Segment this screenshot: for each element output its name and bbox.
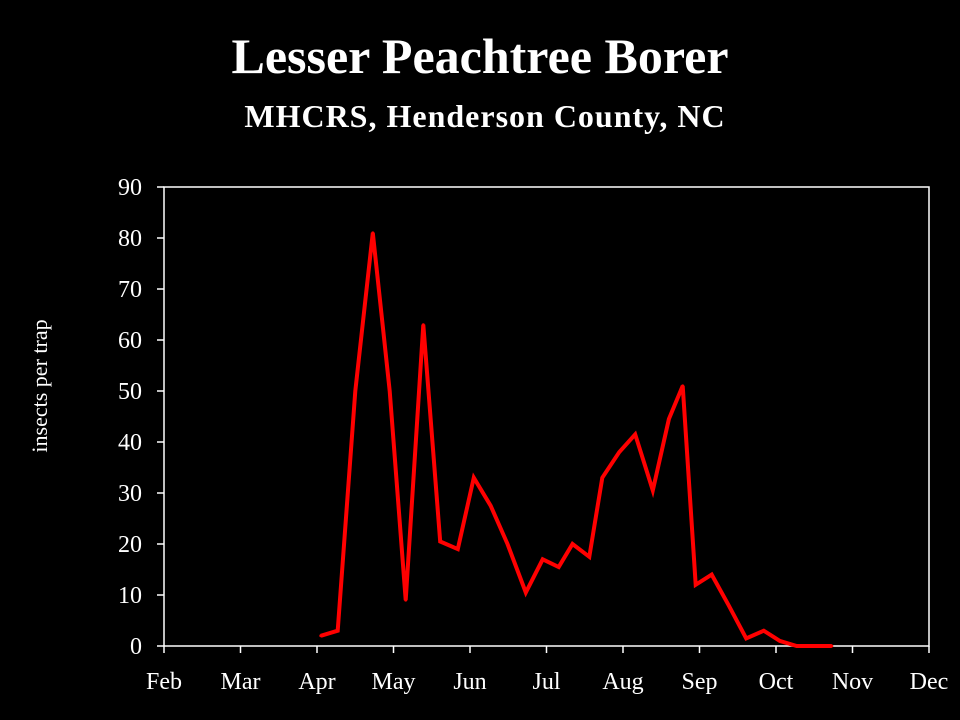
- x-tick-label: Dec: [910, 669, 949, 695]
- data-point: [830, 644, 834, 648]
- y-tick-label: 60: [118, 328, 142, 354]
- y-tick-label: 20: [118, 532, 142, 558]
- y-tick-label: 70: [118, 277, 142, 303]
- data-point: [388, 389, 392, 393]
- data-point: [795, 644, 799, 648]
- data-point: [353, 389, 357, 393]
- data-point: [812, 644, 816, 648]
- data-point: [727, 603, 731, 607]
- y-tick-label: 30: [118, 481, 142, 507]
- y-tick-label: 80: [118, 226, 142, 252]
- data-point: [762, 629, 766, 633]
- data-point: [571, 542, 574, 546]
- data-point: [421, 323, 425, 327]
- data-point: [336, 629, 340, 633]
- y-tick-label: 50: [118, 379, 142, 405]
- data-point: [438, 540, 442, 543]
- y-tick-label: 90: [118, 175, 142, 201]
- plot-area-frame: [163, 186, 930, 647]
- data-point: [617, 450, 621, 454]
- data-point: [744, 636, 748, 640]
- data-point: [600, 476, 604, 480]
- chart-title: Lesser Peachtree Borer: [231, 28, 729, 84]
- data-point: [371, 231, 375, 235]
- data-point: [472, 476, 476, 480]
- x-tick-label: Apr: [298, 669, 335, 695]
- x-tick-label: Jun: [453, 669, 486, 695]
- y-axis: 0 10 20 30 40 50 60 70 80 90: [118, 175, 164, 660]
- data-point: [489, 504, 493, 508]
- x-tick-label: Feb: [146, 669, 182, 695]
- chart-subtitle: MHCRS, Henderson County, NC: [244, 98, 726, 134]
- data-point: [456, 547, 460, 551]
- x-tick-label: Nov: [832, 669, 873, 695]
- data-point: [778, 639, 782, 643]
- x-tick-label: Sep: [682, 669, 718, 695]
- y-tick-label: 0: [130, 634, 142, 660]
- series-line: [320, 232, 832, 648]
- x-axis: Feb Mar Apr May Jun Jul Aug Sep Oct Nov Dec: [146, 646, 948, 695]
- x-tick-label: Mar: [221, 669, 261, 695]
- x-tick-label: May: [372, 669, 416, 695]
- y-tick-label: 40: [118, 430, 142, 456]
- data-point: [524, 591, 528, 594]
- data-point: [541, 557, 545, 561]
- y-tick-label: 10: [118, 583, 142, 609]
- x-tick-label: Oct: [759, 669, 794, 695]
- data-point: [694, 583, 698, 587]
- data-point: [319, 634, 323, 638]
- x-tick-label: Jul: [532, 669, 560, 695]
- data-point: [651, 488, 655, 492]
- data-point: [667, 417, 671, 421]
- series-group: [319, 231, 834, 648]
- x-tick-label: Aug: [602, 669, 643, 695]
- data-point: [681, 384, 685, 388]
- data-point: [710, 573, 714, 577]
- y-axis-label: insects per trap: [27, 319, 52, 452]
- data-point: [404, 598, 408, 602]
- data-point: [557, 565, 561, 569]
- data-point: [633, 432, 637, 436]
- data-point: [587, 555, 591, 559]
- data-point: [506, 542, 509, 546]
